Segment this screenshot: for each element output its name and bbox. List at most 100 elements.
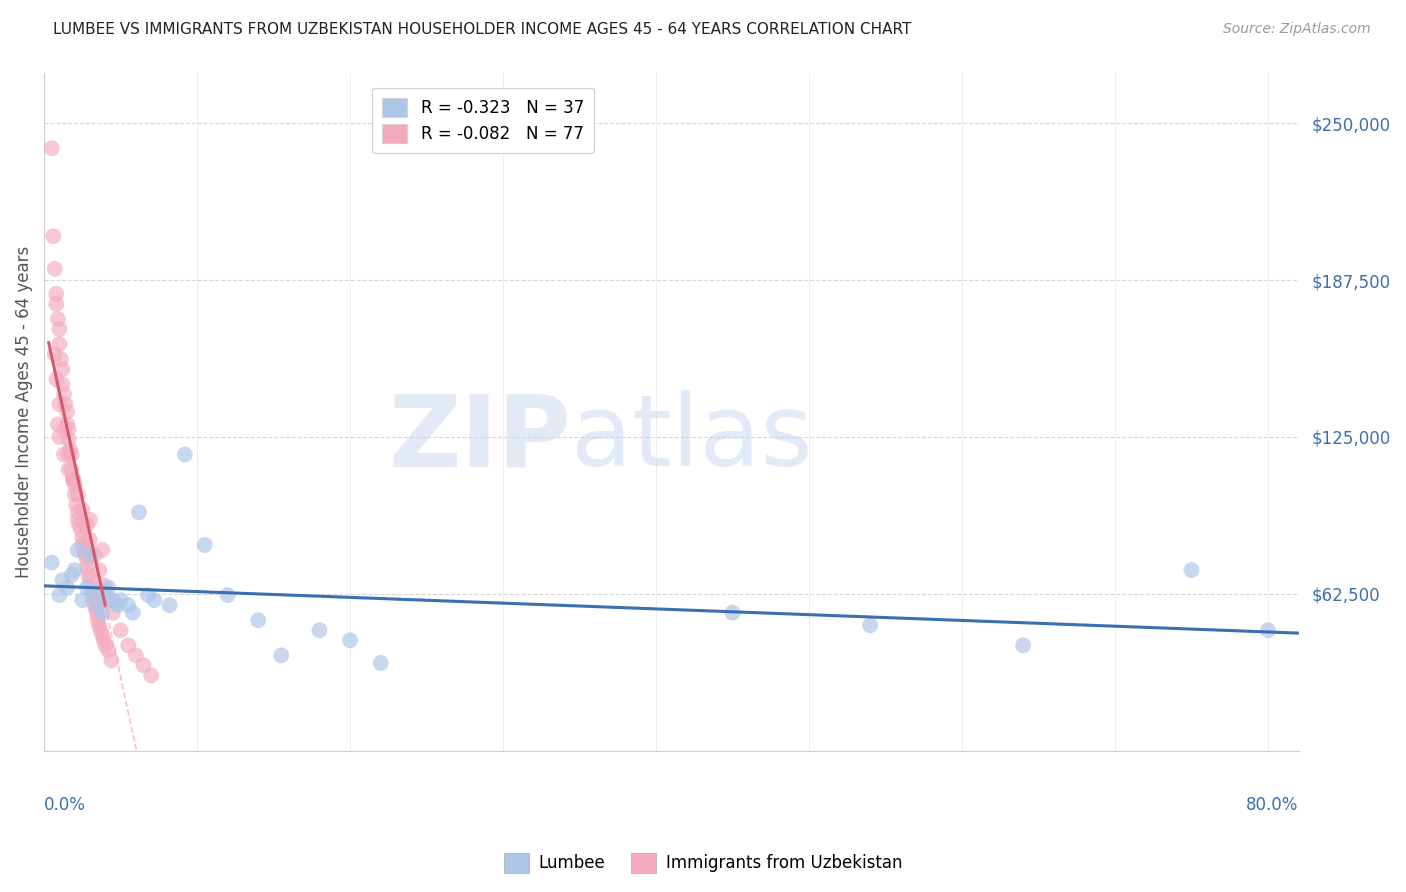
Point [72,530,94,544]
Point [72,503,94,517]
Point [63,563,86,577]
Point [110,593,132,607]
Point [82,593,104,607]
Point [48,322,70,336]
Point [48,397,70,411]
Point [84,603,107,617]
Point [121,606,143,620]
Point [117,598,139,612]
Point [159,598,181,612]
Point [76,581,98,595]
Point [73,543,96,558]
Point [91,543,114,558]
Point [101,593,124,607]
Point [51,573,73,587]
Point [97,643,120,657]
Point [53,387,76,401]
Point [53,448,76,462]
Point [41,556,63,570]
Point [101,606,124,620]
Point [46,312,69,326]
Point [48,430,70,444]
Text: Source: ZipAtlas.com: Source: ZipAtlas.com [1223,22,1371,37]
Point [44,347,66,361]
Point [1257,624,1279,638]
Point [125,648,148,663]
Point [66,488,89,502]
Point [370,656,392,670]
Point [56,581,79,595]
Point [48,337,70,351]
Point [41,141,63,155]
Point [63,477,86,491]
Point [93,578,115,592]
Point [89,563,111,577]
Point [339,633,361,648]
Point [308,624,330,638]
Point [58,433,80,447]
Point [62,473,84,487]
Point [58,448,80,462]
Point [91,606,114,620]
Point [62,473,84,487]
Point [82,588,104,602]
Point [194,538,217,552]
Point [79,533,101,547]
Point [82,585,104,599]
Point [51,377,73,392]
Text: ZIP: ZIP [388,391,571,488]
Point [83,598,105,612]
Point [67,517,90,532]
Point [97,581,120,595]
Point [62,473,84,487]
Point [56,405,79,419]
Point [53,422,76,436]
Point [859,618,882,632]
Point [60,568,83,582]
Point [270,648,292,663]
Point [89,618,111,632]
Point [90,624,112,638]
Point [91,628,114,642]
Point [128,505,150,519]
Point [93,633,115,648]
Point [136,588,159,602]
Legend: R = -0.323   N = 37, R = -0.082   N = 77: R = -0.323 N = 37, R = -0.082 N = 77 [373,88,593,153]
Text: 80.0%: 80.0% [1246,796,1299,814]
Point [69,523,91,537]
Point [55,397,77,411]
Point [79,573,101,587]
Y-axis label: Householder Income Ages 45 - 64 years: Householder Income Ages 45 - 64 years [15,246,32,578]
Text: atlas: atlas [571,391,813,488]
Point [77,568,100,582]
Point [79,548,101,562]
Point [1180,563,1202,577]
Point [141,668,163,682]
Point [66,513,89,527]
Point [1012,638,1035,652]
Point [86,598,108,612]
Point [76,560,98,574]
Point [42,229,65,244]
Point [56,417,79,432]
Point [46,417,69,432]
Point [58,422,80,436]
Point [80,581,103,595]
Point [132,658,155,673]
Point [76,517,98,532]
Point [217,588,239,602]
Text: 0.0%: 0.0% [44,796,86,814]
Point [66,543,89,558]
Point [45,286,67,301]
Point [58,462,80,476]
Point [63,488,86,502]
Point [45,372,67,386]
Point [72,538,94,552]
Point [75,548,97,562]
Point [107,598,129,612]
Point [721,606,744,620]
Point [60,462,83,476]
Point [86,613,108,627]
Point [110,624,132,638]
Point [247,613,270,627]
